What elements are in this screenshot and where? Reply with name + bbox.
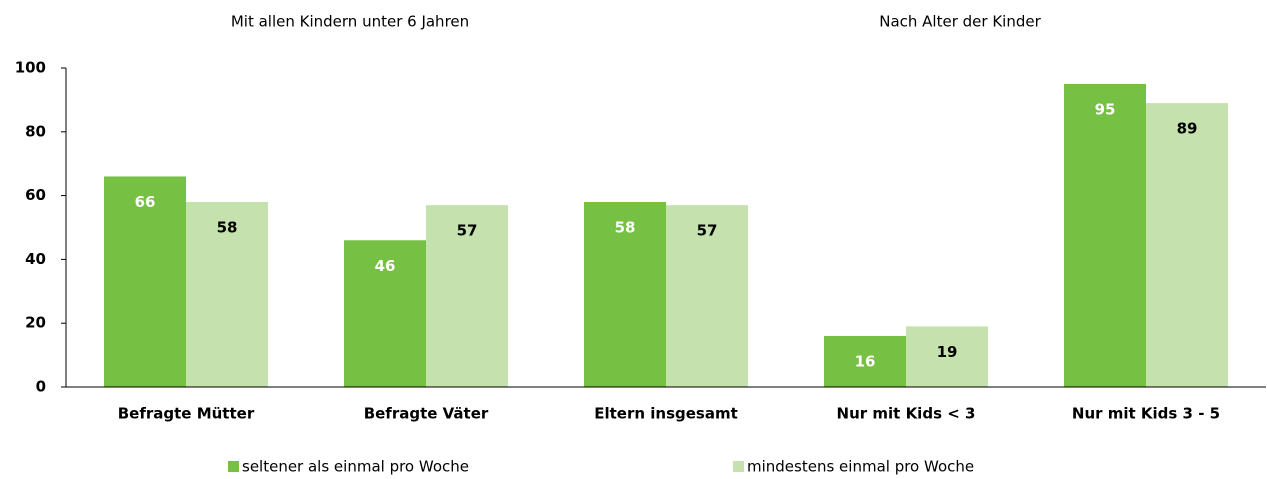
legend-label: mindestens einmal pro Woche [747,458,974,476]
bar [426,205,508,387]
x-tick-label: Eltern insgesamt [594,405,738,423]
x-tick-label: Befragte Mütter [118,405,255,423]
value-label: 19 [937,343,958,361]
bar [1146,103,1228,387]
value-label: 57 [457,222,478,240]
value-label: 66 [135,193,156,211]
bar [186,201,268,387]
bar [824,335,906,387]
y-tick-label: 60 [25,186,46,204]
bar [104,176,186,387]
value-label: 58 [615,218,636,236]
x-tick-label: Nur mit Kids < 3 [837,405,976,423]
bar [584,201,666,387]
value-label: 89 [1177,120,1198,138]
x-tick-label: Befragte Väter [364,405,489,423]
value-label: 46 [375,257,396,275]
value-label: 16 [855,352,876,370]
value-label: 57 [697,222,718,240]
y-tick-label: 80 [25,122,46,140]
legend-swatch [228,461,239,472]
legend-label: seltener als einmal pro Woche [242,458,469,476]
bar [666,205,748,387]
value-label: 58 [217,218,238,236]
x-tick-label: Nur mit Kids 3 - 5 [1072,405,1220,423]
bar [1064,83,1146,387]
y-tick-label: 0 [36,378,46,396]
y-tick-label: 40 [25,250,46,268]
bar [906,326,988,387]
y-tick-label: 100 [15,59,46,77]
group-title: Nach Alter der Kinder [879,13,1041,31]
value-label: 95 [1095,100,1116,118]
legend-swatch [733,461,744,472]
bar [344,240,426,387]
group-title: Mit allen Kindern unter 6 Jahren [231,13,469,31]
y-tick-label: 20 [25,314,46,332]
